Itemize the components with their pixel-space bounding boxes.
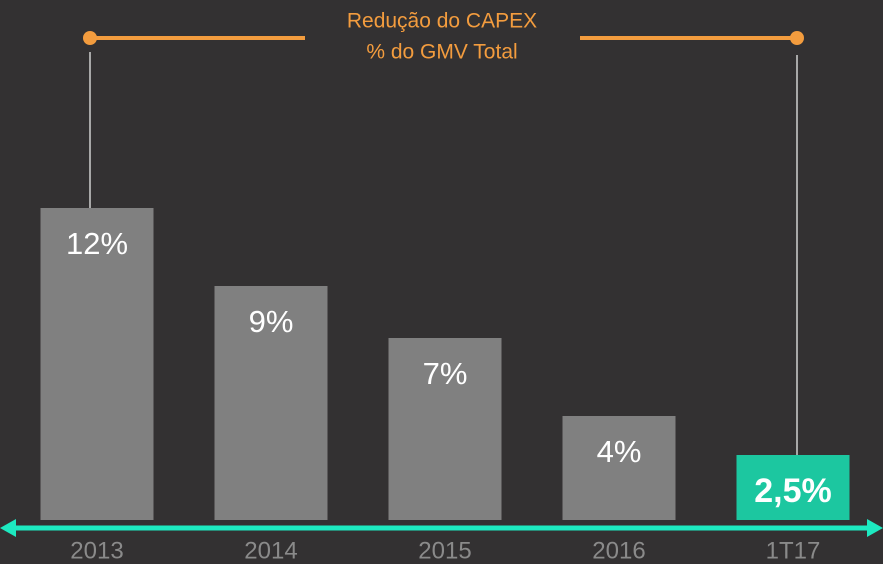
- x-tick-label: 2016: [592, 537, 645, 564]
- x-tick-label: 2014: [244, 537, 297, 564]
- bracket-dot: [790, 31, 804, 45]
- chart-title: Redução do CAPEX: [347, 10, 537, 33]
- value-label: 7%: [423, 356, 468, 391]
- bar: [214, 286, 328, 520]
- bar: [736, 455, 850, 520]
- axis-arrow: [0, 519, 16, 537]
- value-label: 12%: [66, 226, 128, 261]
- value-label: 2,5%: [754, 472, 832, 510]
- x-tick-label: 1T17: [766, 537, 821, 564]
- bar: [388, 338, 502, 520]
- value-label: 4%: [597, 434, 642, 469]
- chart-subtitle: % do GMV Total: [366, 41, 517, 64]
- value-label: 9%: [249, 304, 294, 339]
- x-tick-label: 2013: [70, 537, 123, 564]
- bar: [40, 208, 154, 520]
- bar: [562, 416, 676, 520]
- x-tick-label: 2015: [418, 537, 471, 564]
- bracket-dot: [83, 31, 97, 45]
- axis-arrow: [867, 519, 883, 537]
